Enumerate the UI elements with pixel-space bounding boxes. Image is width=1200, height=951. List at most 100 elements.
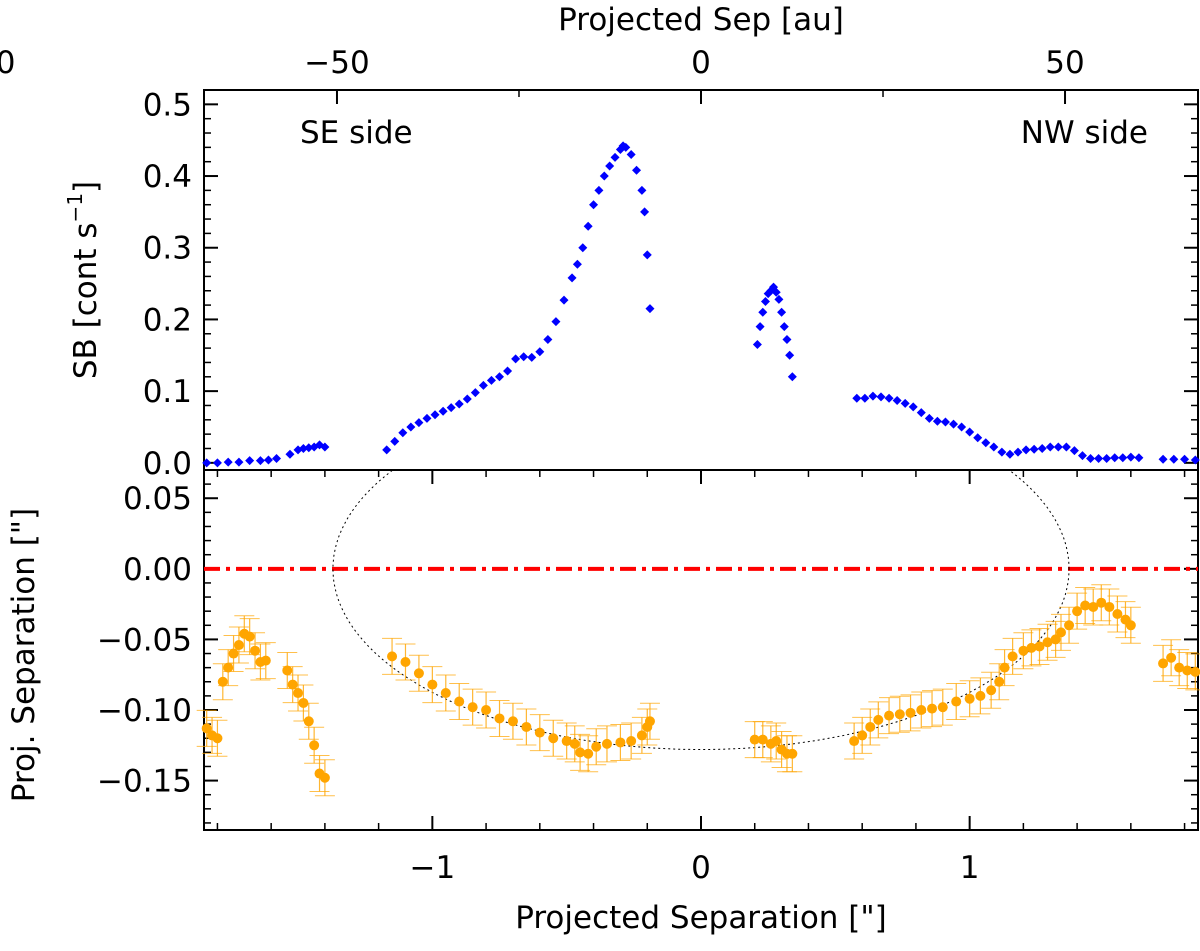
offset-data-point: [282, 665, 293, 676]
offset-data-point: [916, 705, 927, 715]
offset-data-point: [865, 721, 876, 732]
bottom-ytick-label: −0.05: [97, 622, 192, 658]
offset-data-point: [494, 713, 505, 724]
sb-data-point: [642, 250, 652, 260]
annotation-se-side: SE side: [300, 115, 413, 151]
bottom-xtick-label: 1: [960, 850, 980, 886]
bottom-ytick-label: −0.10: [97, 693, 192, 729]
sb-data-point: [430, 410, 440, 420]
sb-data-point: [304, 443, 314, 453]
sb-data-point: [957, 422, 967, 432]
sb-data-point: [760, 297, 770, 307]
sb-data-point: [572, 259, 582, 269]
offset-data-point: [1055, 627, 1066, 638]
offset-data-point: [1182, 665, 1193, 676]
offset-data-point: [1112, 609, 1123, 619]
sb-data-point: [997, 447, 1007, 457]
offset-data-point: [857, 730, 868, 741]
offset-data-point: [250, 645, 261, 656]
offset-data-point: [849, 736, 860, 747]
offset-data-point: [894, 709, 905, 720]
sb-data-point: [1118, 453, 1128, 463]
bottom-y-label-main: Proj. Separation [: [6, 534, 42, 802]
top-au-tick-label: −50: [304, 45, 369, 81]
offset-data-point: [636, 730, 647, 741]
top-axis-title: Projected Sep [au]: [558, 2, 844, 38]
sb-data-point: [1102, 454, 1112, 464]
sb-data-point: [852, 393, 862, 403]
sb-data-point: [785, 350, 795, 360]
sb-data-point: [495, 372, 505, 382]
sb-data-point: [892, 395, 902, 405]
sb-data-point: [519, 352, 529, 362]
sb-data-point: [527, 352, 537, 362]
top-ytick-label: 0.4: [143, 159, 192, 195]
offset-data-point: [787, 748, 798, 759]
sb-data-point: [320, 442, 330, 452]
sb-data-point: [1190, 455, 1200, 465]
sb-data-point: [1077, 451, 1087, 461]
sb-data-point: [610, 152, 620, 162]
sb-data-point: [916, 408, 926, 418]
sb-data-point: [298, 443, 308, 453]
sb-data-point: [422, 413, 432, 423]
sb-data-point: [1029, 444, 1039, 454]
offset-data-point: [1042, 637, 1053, 648]
bottom-plot-area: [196, 470, 1200, 797]
sb-data-point: [777, 307, 787, 317]
offset-data-point: [644, 716, 655, 727]
offset-data-point: [427, 679, 438, 690]
sb-data-point: [860, 393, 870, 403]
sb-data-point: [202, 458, 212, 468]
top-au-axis-ticks: −100−50050100: [0, 45, 1085, 104]
offset-data-point: [575, 747, 586, 758]
sb-data-point: [1037, 443, 1047, 453]
top-y-axis-label: SB [cont s−1]: [63, 181, 104, 379]
sb-data-point: [868, 391, 878, 401]
sb-data-point: [924, 413, 934, 423]
sb-data-point: [406, 422, 416, 432]
sb-data-point: [1013, 447, 1023, 457]
sb-data-point: [626, 150, 636, 160]
offset-data-point: [481, 705, 492, 715]
sb-data-point: [1061, 442, 1071, 452]
sb-data-point: [645, 304, 655, 314]
offset-data-point: [440, 688, 451, 699]
sb-data-point: [454, 399, 464, 409]
sb-data-point: [755, 322, 765, 332]
offset-data-point: [569, 738, 580, 749]
bottom-xtick-label: −1: [409, 850, 455, 886]
sb-data-point: [223, 457, 233, 467]
bottom-y-label-end: ]: [6, 508, 42, 520]
top-ytick-label: 0.2: [143, 302, 192, 338]
sb-data-point: [1180, 454, 1190, 464]
sb-data-point: [779, 322, 789, 332]
offset-data-point: [413, 668, 424, 679]
offset-data-point: [1125, 620, 1136, 631]
sb-data-point: [884, 393, 894, 403]
sb-data-point: [640, 207, 650, 217]
offset-data-point: [1190, 666, 1200, 677]
top-au-tick-label: 0: [691, 45, 711, 81]
sb-data-point: [1110, 453, 1120, 463]
offset-data-point: [583, 748, 594, 759]
sb-data-point: [949, 419, 959, 429]
sb-data-point: [234, 457, 244, 467]
top-y-label-main: SB [cont s: [68, 222, 104, 379]
offset-data-point: [999, 662, 1010, 673]
offset-data-point: [467, 702, 478, 713]
sb-data-point: [1053, 442, 1063, 452]
sb-data-point: [782, 335, 792, 345]
offset-data-point: [244, 631, 255, 642]
sb-data-point: [446, 403, 456, 413]
sb-data-point: [414, 418, 424, 428]
offset-data-point: [217, 676, 228, 687]
sb-data-point: [637, 185, 647, 195]
offset-data-point: [1026, 642, 1037, 653]
offset-data-point: [994, 676, 1005, 687]
offset-data-point: [303, 716, 314, 727]
offset-data-point: [319, 772, 330, 783]
sb-data-point: [486, 375, 496, 385]
sb-data-point: [470, 388, 480, 398]
